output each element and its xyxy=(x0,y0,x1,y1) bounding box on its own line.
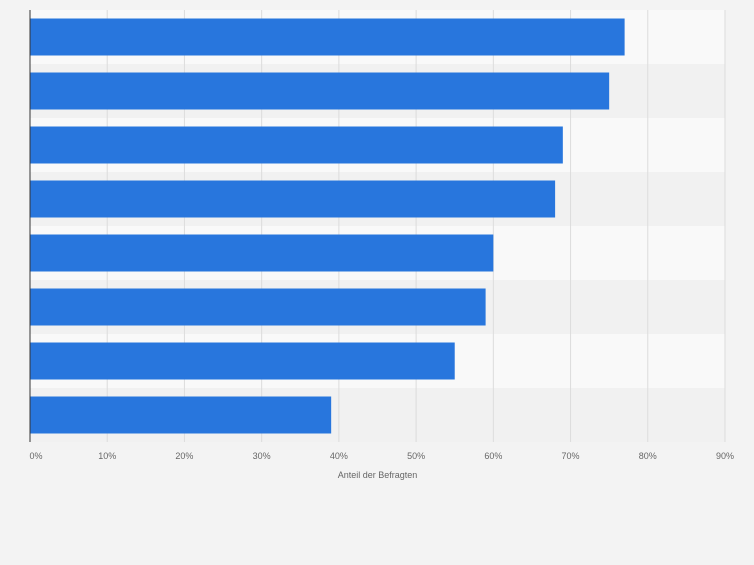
x-axis-title: Anteil der Befragten xyxy=(338,470,418,480)
x-tick-label: 0% xyxy=(29,451,42,461)
x-tick-label: 50% xyxy=(407,451,425,461)
bar[interactable] xyxy=(30,180,556,218)
bar[interactable] xyxy=(30,126,563,164)
x-tick-label: 80% xyxy=(639,451,657,461)
bar[interactable] xyxy=(30,72,610,110)
bar[interactable] xyxy=(30,234,494,272)
x-tick-labels: 0% 10% 20% 30% 40% 50% 60% 70% 80% 90% xyxy=(29,451,734,461)
x-tick-label: 60% xyxy=(484,451,502,461)
bar[interactable] xyxy=(30,342,455,380)
x-tick-label: 30% xyxy=(253,451,271,461)
bar[interactable] xyxy=(30,396,332,434)
x-tick-label: 70% xyxy=(562,451,580,461)
bar[interactable] xyxy=(30,18,625,56)
x-tick-label: 40% xyxy=(330,451,348,461)
x-tick-label: 10% xyxy=(98,451,116,461)
bar[interactable] xyxy=(30,288,486,326)
bars xyxy=(30,18,625,434)
x-tick-label: 90% xyxy=(716,451,734,461)
x-tick-label: 20% xyxy=(175,451,193,461)
